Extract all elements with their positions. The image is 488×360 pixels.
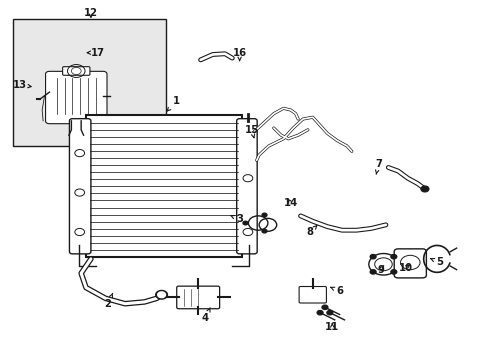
- FancyBboxPatch shape: [69, 119, 91, 254]
- Text: 7: 7: [374, 159, 381, 174]
- Text: 8: 8: [306, 226, 316, 237]
- FancyBboxPatch shape: [62, 67, 90, 75]
- Text: 16: 16: [232, 48, 246, 61]
- Circle shape: [262, 213, 266, 217]
- Text: 12: 12: [84, 8, 98, 18]
- Circle shape: [322, 305, 327, 310]
- Text: 11: 11: [325, 322, 339, 332]
- Text: 14: 14: [283, 198, 297, 208]
- Bar: [13, 19, 166, 146]
- Text: 17: 17: [87, 48, 105, 58]
- Text: 6: 6: [330, 286, 343, 296]
- Text: 5: 5: [430, 257, 442, 267]
- Text: 1: 1: [167, 96, 180, 111]
- Circle shape: [317, 311, 323, 315]
- Circle shape: [243, 221, 247, 225]
- Text: 2: 2: [104, 293, 112, 309]
- Circle shape: [369, 270, 375, 274]
- FancyBboxPatch shape: [299, 287, 326, 303]
- Text: 13: 13: [13, 80, 31, 90]
- FancyBboxPatch shape: [236, 119, 257, 254]
- FancyBboxPatch shape: [176, 286, 219, 309]
- Text: 10: 10: [398, 263, 411, 273]
- Text: 15: 15: [244, 125, 258, 138]
- Circle shape: [369, 255, 375, 259]
- Circle shape: [262, 229, 266, 233]
- Bar: [86, 116, 242, 257]
- Circle shape: [390, 270, 396, 274]
- Circle shape: [326, 311, 332, 315]
- FancyBboxPatch shape: [45, 71, 107, 124]
- Circle shape: [420, 186, 428, 192]
- Text: 9: 9: [377, 265, 384, 275]
- Circle shape: [390, 255, 396, 259]
- Circle shape: [158, 292, 165, 298]
- Text: 3: 3: [230, 215, 243, 224]
- Text: 4: 4: [202, 308, 210, 323]
- FancyBboxPatch shape: [393, 249, 426, 278]
- Circle shape: [156, 291, 167, 299]
